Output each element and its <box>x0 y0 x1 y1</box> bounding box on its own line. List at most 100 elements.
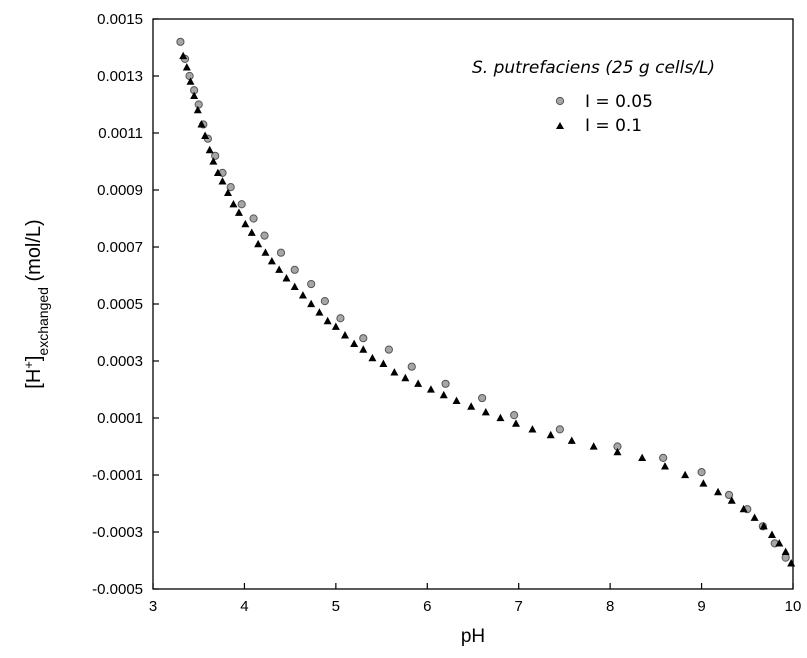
y-tick-label: -0.0001 <box>92 467 143 484</box>
y-tick-label: 0.0015 <box>97 11 143 28</box>
data-point-circle <box>781 553 790 562</box>
data-point-circle <box>510 411 519 420</box>
data-point-triangle <box>759 522 768 530</box>
data-point-triangle <box>247 228 256 236</box>
data-point-circle <box>226 183 235 192</box>
data-point-circle <box>320 297 329 306</box>
data-point-triangle <box>241 219 250 228</box>
data-point-triangle <box>298 291 307 299</box>
data-point-triangle <box>182 63 191 71</box>
data-point-triangle <box>528 425 537 433</box>
data-point-triangle <box>638 453 647 461</box>
data-point-triangle <box>414 379 423 387</box>
data-point-triangle <box>426 385 435 393</box>
y-tick-label: 0.0005 <box>97 296 143 313</box>
data-point-triangle <box>750 513 759 521</box>
y-tick-label: 0.0007 <box>97 239 143 256</box>
y-axis-tick-labels: -0.0005 -0.0003 -0.0001 0.0001 0.0003 0.0005 0… <box>92 11 143 598</box>
data-point-triangle <box>223 188 232 196</box>
x-tick-label: 5 <box>332 598 340 615</box>
data-point-triangle <box>439 390 448 399</box>
data-point-triangle <box>699 479 708 487</box>
axis-ticks <box>152 18 794 590</box>
data-point-triangle <box>496 413 505 422</box>
y-axis-title: [H+]exchanged (mol/L) <box>21 219 52 388</box>
data-point-circle <box>290 265 299 274</box>
data-point-triangle <box>205 145 214 154</box>
data-point-circle <box>555 425 564 434</box>
data-point-triangle <box>290 282 299 290</box>
y-tick-label: -0.0003 <box>92 524 143 541</box>
y-axis-title-prefix: [H <box>23 369 45 389</box>
data-point-circle <box>407 362 416 371</box>
data-point-circle <box>359 334 368 343</box>
data-point-triangle <box>254 239 263 248</box>
data-point-triangle <box>267 256 276 265</box>
data-point-triangle <box>359 345 368 353</box>
data-point-triangle <box>481 408 490 416</box>
data-point-triangle <box>331 322 340 330</box>
data-point-triangle <box>467 402 476 410</box>
data-point-triangle <box>261 248 270 256</box>
legend-label-series-2: I = 0.1 <box>585 116 642 136</box>
y-tick-label: -0.0005 <box>92 581 143 598</box>
data-point-triangle <box>201 131 210 139</box>
y-tick-label: 0.0011 <box>98 125 143 142</box>
data-point-triangle <box>681 470 690 479</box>
data-point-circle <box>260 231 269 240</box>
data-point-circle <box>697 468 706 477</box>
y-axis-title-unit: (mol/L) <box>23 219 45 287</box>
data-point-circle <box>249 214 258 223</box>
series-2 <box>179 51 796 567</box>
x-tick-label: 4 <box>240 598 248 615</box>
x-axis-tick-labels: 3 4 5 6 7 8 9 10 <box>149 598 802 615</box>
data-point-triangle <box>341 331 349 339</box>
data-point-triangle <box>781 547 790 556</box>
data-point-circle <box>211 151 220 160</box>
x-tick-label: 6 <box>423 598 431 615</box>
data-point-triangle <box>307 299 316 308</box>
data-point-triangle <box>511 419 520 427</box>
data-point-triangle <box>589 442 598 450</box>
y-tick-label: 0.0009 <box>97 182 143 199</box>
data-point-triangle <box>315 308 324 316</box>
data-point-circle <box>659 453 668 462</box>
data-point-circle <box>185 71 194 81</box>
legend-marker-circle <box>555 96 565 106</box>
data-point-circle <box>478 393 487 403</box>
data-point-triangle <box>401 373 410 382</box>
y-axis-title-subscript: exchanged <box>35 287 51 356</box>
data-point-circle <box>307 279 316 289</box>
y-tick-label: 0.0013 <box>97 68 143 85</box>
data-point-triangle <box>368 353 377 362</box>
data-point-triangle <box>661 462 669 470</box>
data-point-triangle <box>567 436 576 444</box>
x-tick-label: 3 <box>149 598 157 615</box>
x-tick-label: 10 <box>785 598 802 615</box>
data-point-circle <box>276 248 286 257</box>
data-point-triangle <box>213 168 222 176</box>
x-axis-title: pH <box>461 626 485 647</box>
data-point-circle <box>176 37 185 46</box>
data-point-triangle <box>546 430 555 439</box>
data-point-triangle <box>193 105 202 114</box>
data-point-triangle <box>787 559 796 567</box>
data-point-triangle <box>190 91 199 100</box>
data-point-triangle <box>229 199 238 208</box>
data-series <box>176 37 796 567</box>
legend-marker-triangle <box>556 122 564 129</box>
data-point-triangle <box>179 51 188 60</box>
data-point-triangle <box>234 208 243 216</box>
x-tick-label: 8 <box>606 598 614 615</box>
data-point-triangle <box>350 339 359 347</box>
legend: S. putrefaciens (25 g cells/L) I = 0.05 … <box>472 58 715 136</box>
legend-title: S. putrefaciens (25 g cells/L) <box>472 58 715 78</box>
data-point-triangle <box>323 316 332 325</box>
data-point-triangle <box>613 447 622 456</box>
data-point-circle <box>384 345 393 354</box>
plot-area <box>152 18 794 590</box>
data-point-triangle <box>275 265 284 273</box>
data-point-triangle <box>767 530 776 538</box>
y-axis-title-superscript: + <box>21 361 36 369</box>
